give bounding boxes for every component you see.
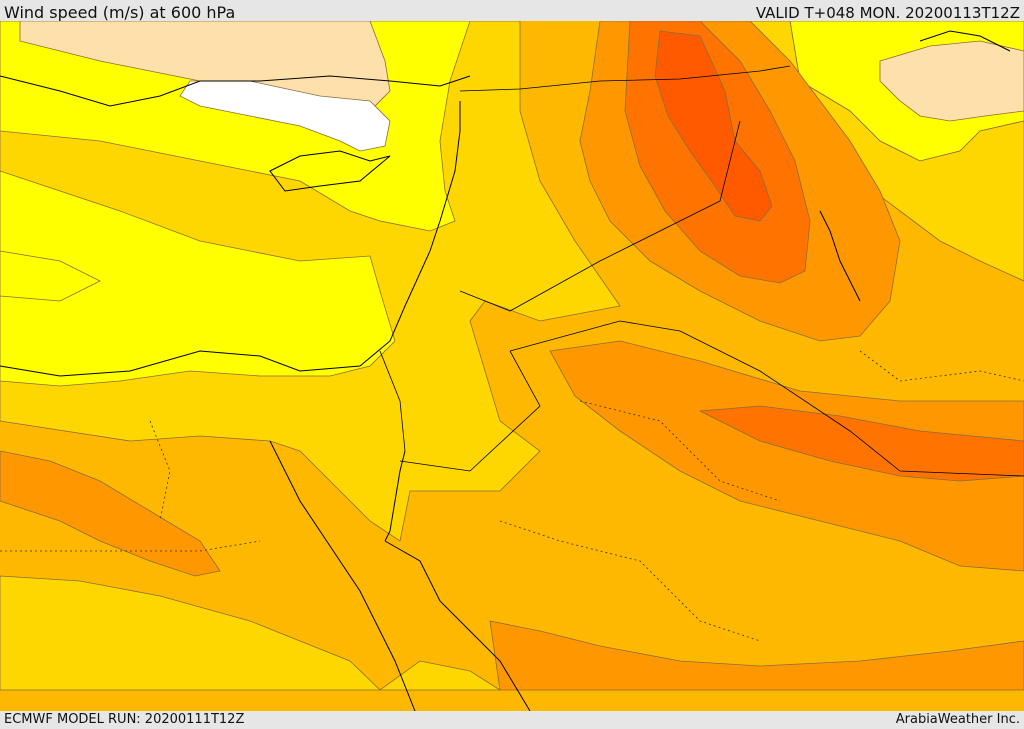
coastlines [0, 30, 1011, 711]
header-bar [0, 0, 1024, 21]
admin-border-4 [859, 350, 1024, 382]
coastline-anatolia [0, 75, 471, 107]
coastline-gulf-west [819, 210, 861, 302]
admin-borders [0, 350, 1024, 642]
coastline-gulf-of-suez [269, 440, 416, 711]
admin-border-1 [499, 520, 761, 642]
admin-border-2 [579, 400, 781, 502]
credit: ArabiaWeather Inc. [895, 712, 1020, 727]
band-jet-orange-east [549, 340, 1024, 572]
coastline-red-sea-east [384, 540, 531, 711]
border-turkey-syria [459, 65, 791, 92]
model-run: ECMWF MODEL RUN: 20200111T12Z [4, 712, 245, 727]
coastline-cyprus [269, 150, 391, 192]
borders [379, 65, 1024, 477]
coastline-caspian [919, 30, 1011, 52]
border-egypt-saudi [399, 350, 541, 472]
border-jordan-saudi [509, 320, 1024, 477]
admin-border-3 [0, 540, 261, 552]
band-southwest-orange [0, 450, 221, 577]
coastline-levant-egypt [0, 101, 461, 377]
footer-bar [0, 711, 1024, 729]
valid-time: VALID T+048 MON. 20200113T12Z [755, 4, 1020, 22]
band-jet-core-east [698, 405, 1024, 482]
band-south-gold [378, 660, 502, 691]
band-white-north [179, 80, 391, 152]
map-title: Wind speed (m/s) at 600 hPa [4, 3, 236, 22]
border-egypt-sudan [379, 350, 406, 452]
band-southeast-orange [489, 620, 1024, 691]
band-tan-northeast [879, 40, 1024, 122]
coastline-gulf-of-aqaba [384, 450, 406, 542]
border-iraq-saudi [459, 120, 741, 312]
band-southwest-gold [0, 575, 381, 691]
wind-speed-map [0, 21, 1024, 711]
